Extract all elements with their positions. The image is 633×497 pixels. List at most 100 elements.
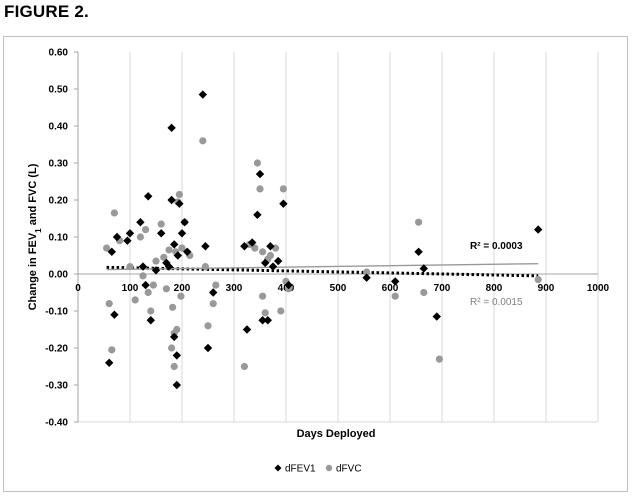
point-dFEV1 [432,312,441,321]
point-dFVC [108,346,116,354]
x-tick-label: 0 [75,283,81,294]
point-dFVC [105,300,113,308]
point-dFEV1 [248,238,257,247]
data-points [103,90,543,390]
vertical-gridlines [78,52,599,423]
point-dFVC [204,322,212,330]
r-squared-labels: R² = 0.0003 R² = 0.0015 [470,241,523,308]
point-dFEV1 [274,256,283,266]
x-axis-title: Days Deployed [297,428,376,440]
point-dFEV1 [136,218,145,227]
point-dFEV1 [177,229,187,238]
point-dFEV1 [175,199,184,208]
point-dFVC [168,344,176,352]
x-tick-label: 800 [486,283,503,294]
point-dFEV1 [144,192,153,201]
legend-marker-dFEV1 [274,464,282,472]
y-tick-label: 0.50 [49,85,69,96]
point-dFVC [152,257,160,265]
point-dFVC [147,307,155,315]
y-tick-labels: -0.40 -0.30 -0.20 -0.10 0.00 0.10 0.20 0.30 0.40… [45,48,68,429]
legend-label-dFEV1: dFEV1 [285,464,316,475]
point-dFEV1 [263,316,272,325]
point-dFEV1 [141,280,150,290]
x-tick-label: 600 [382,283,399,294]
point-dFVC [170,362,178,371]
point-dFVC [363,268,371,276]
point-dFEV1 [258,316,267,325]
x-tick-labels: 01002003004005006007008009001000 [75,283,609,294]
axes [74,51,598,423]
point-dFEV1 [123,236,132,245]
point-dFEV1 [173,251,183,260]
point-dFVC [256,185,264,193]
point-dFVC [415,218,423,226]
point-dFVC [177,292,185,300]
point-dFEV1 [414,247,423,256]
point-dFEV1 [203,343,213,353]
point-dFVC [157,220,165,228]
point-dFEV1 [138,262,148,271]
point-dFEV1 [242,325,252,334]
point-dFEV1 [172,351,181,360]
point-dFVC [253,159,261,167]
y-tick-label: -0.20 [45,344,68,355]
point-dFVC [261,309,269,317]
y-tick-label: 0.60 [49,48,69,59]
x-tick-label: 900 [538,283,555,294]
y-tick-label: 0.20 [49,196,69,207]
point-dFEV1 [391,277,400,286]
point-dFVC [103,244,111,252]
point-dFVC [142,226,150,234]
x-tick-label: 500 [330,283,347,294]
legend-marker-dFVC [325,464,333,472]
point-dFEV1 [198,90,207,99]
point-dFVC [201,263,209,271]
point-dFEV1 [146,316,155,325]
point-dFVC [277,307,285,315]
point-dFEV1 [110,310,119,319]
point-dFEV1 [180,218,189,227]
y-tick-label: -0.10 [45,307,68,318]
point-dFEV1 [164,262,174,271]
point-dFVC [110,209,118,217]
point-dFVC [266,251,274,260]
point-dFEV1 [362,273,371,282]
point-dFVC [212,281,220,289]
point-dFEV1 [170,240,179,249]
point-dFEV1 [419,264,428,273]
x-tick-label: 1000 [587,283,610,294]
point-dFVC [144,288,152,297]
point-dFEV1 [201,242,210,251]
figure-title: FIGURE 2. [4,2,89,21]
y-tick-label: 0.00 [49,270,69,281]
point-dFVC [173,325,181,334]
y-tick-label: 0.10 [49,233,69,244]
point-dFEV1 [172,380,181,390]
point-dFVC [126,263,134,271]
point-dFVC [131,296,139,304]
point-dFVC [251,244,259,252]
legend: dFEV1 dFVC [274,464,362,475]
point-dFEV1 [107,247,116,256]
point-dFEV1 [167,195,176,205]
y-axis-title: Change in FEV1 and FVC (L) [27,163,43,310]
r2-label-dFEV1: R² = 0.0003 [470,241,523,252]
y-tick-label: 0.30 [49,159,69,170]
point-dFVC [149,281,157,289]
point-dFVC [165,246,173,254]
point-dFVC [160,253,168,261]
point-dFEV1 [240,242,249,251]
point-dFVC [279,185,287,193]
point-dFVC [162,285,170,293]
point-dFVC [534,275,542,284]
x-tick-label: 100 [122,283,139,294]
point-dFEV1 [261,258,270,268]
point-dFVC [139,272,147,280]
y-tick-label: -0.30 [45,381,68,392]
point-dFVC [175,190,183,199]
x-tick-label: 700 [434,283,451,294]
y-tick-label: -0.40 [45,418,68,429]
x-tick-label: 300 [226,283,243,294]
point-dFVC [169,303,177,311]
